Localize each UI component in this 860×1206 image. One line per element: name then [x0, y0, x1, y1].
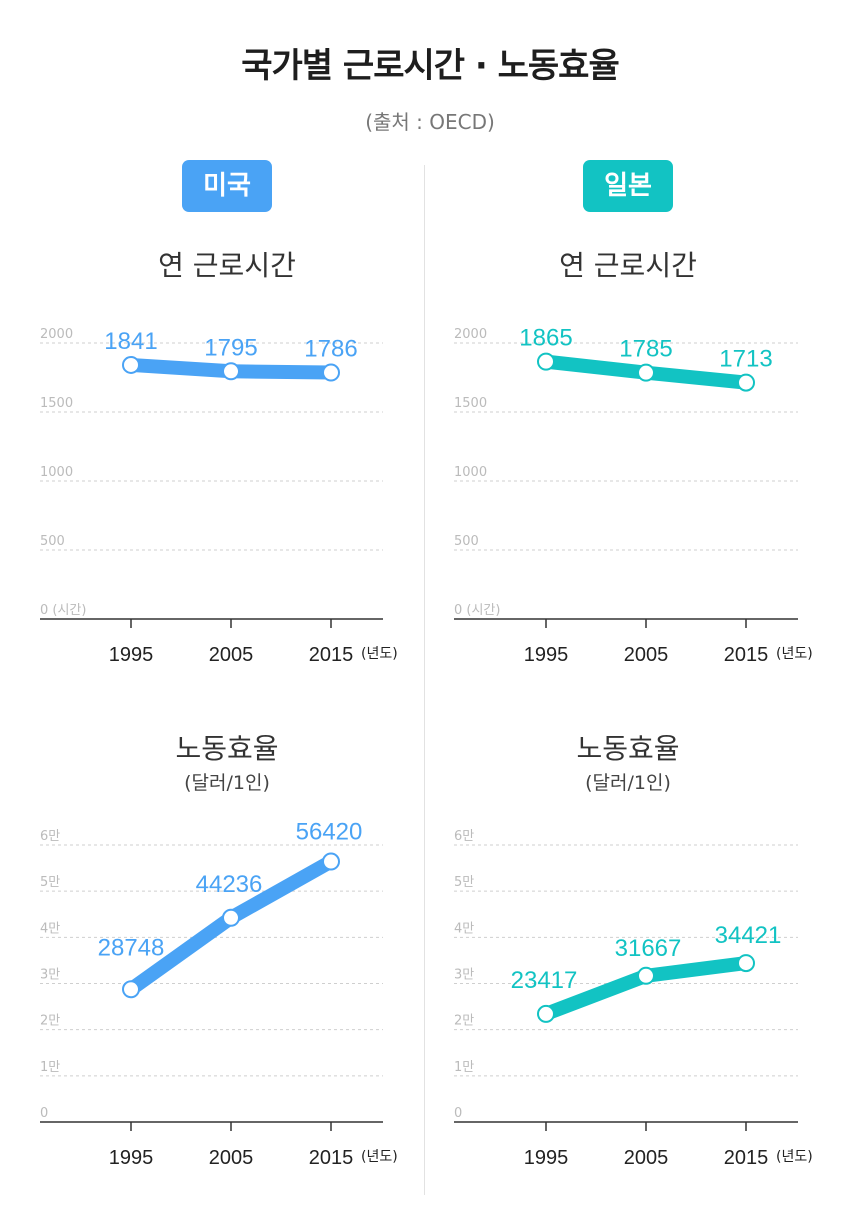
usa-efficiency-ytick-label: 3만: [40, 968, 60, 983]
japan-efficiency-ytick-label: 5만: [454, 875, 474, 890]
usa-efficiency-data-point: [122, 980, 140, 999]
usa-hours-x-unit: (년도): [361, 646, 398, 662]
usa-hours-data-point: [322, 363, 340, 382]
japan-hours-data-point: [737, 373, 755, 392]
japan-efficiency-ytick-label: 3만: [454, 968, 474, 983]
usa-hours-data-point: [122, 355, 140, 374]
japan-efficiency-ytick-label: 6만: [454, 829, 474, 844]
usa-hours-data-label: 1841: [104, 328, 157, 355]
usa-efficiency-title: 노동효율: [175, 732, 279, 765]
usa-efficiency-ytick-label: 1만: [40, 1060, 60, 1075]
usa-hours-data-point: [222, 362, 240, 381]
japan-hours-ytick-label: 1500: [454, 396, 487, 411]
japan-hours-xtick-label: 1995: [524, 644, 569, 666]
usa-hours-ytick-label: 1000: [40, 465, 73, 480]
japan-hours-data-label: 1865: [519, 325, 572, 352]
usa-efficiency-ytick-label: 2만: [40, 1014, 60, 1029]
japan-efficiency-ytick-label: 4만: [454, 921, 474, 936]
usa-efficiency-ytick-label: 5만: [40, 875, 60, 890]
japan-efficiency-title: 노동효율: [576, 732, 680, 765]
japan-hours-data-point: [637, 363, 655, 382]
japan-efficiency-data-label: 34421: [715, 922, 782, 949]
japan-hours-ytick-label: 1000: [454, 465, 487, 480]
japan-efficiency-data-point: [737, 954, 755, 973]
japan-efficiency-data-point: [637, 966, 655, 985]
japan-efficiency-data-label: 31667: [615, 935, 682, 962]
usa-efficiency-ytick-label: 0: [40, 1106, 48, 1121]
usa-hours-xtick-label: 2005: [209, 644, 254, 666]
usa-hours-xtick-label: 1995: [109, 644, 154, 666]
japan-hours-x-unit: (년도): [776, 646, 813, 662]
usa-efficiency-xtick-label: 2005: [209, 1147, 254, 1169]
japan-efficiency-xtick-label: 2015: [724, 1147, 769, 1169]
japan-efficiency-xtick-label: 2005: [624, 1147, 669, 1169]
usa-efficiency-x-unit: (년도): [361, 1149, 398, 1165]
japan-efficiency-data-point: [537, 1004, 555, 1023]
main-title: 국가별 근로시간 · 노동효율: [241, 46, 620, 86]
usa-efficiency-data-point: [222, 908, 240, 927]
source-note: (출처 : OECD): [365, 110, 495, 134]
usa-efficiency-ytick-label: 6만: [40, 829, 60, 844]
japan-efficiency-unit: (달러/1인): [585, 772, 671, 794]
japan-hours-ytick-label: 2000: [454, 327, 487, 342]
japan-hours-data-point: [537, 352, 555, 371]
usa-hours-title: 연 근로시간: [158, 249, 296, 282]
japan-hours-data-label: 1713: [719, 346, 772, 373]
japan-hours-title: 연 근로시간: [559, 249, 697, 282]
japan-hours-xtick-label: 2005: [624, 644, 669, 666]
japan-efficiency-ytick-label: 1만: [454, 1060, 474, 1075]
japan-efficiency-data-label: 23417: [511, 967, 578, 994]
usa-hours-xtick-label: 2015: [309, 644, 354, 666]
japan-hours-ytick-label: 500: [454, 534, 479, 549]
japan-efficiency-xtick-label: 1995: [524, 1147, 569, 1169]
usa-hours-ytick-label: 2000: [40, 327, 73, 342]
japan-efficiency-ytick-label: 0: [454, 1106, 462, 1121]
usa-efficiency-xtick-label: 1995: [109, 1147, 154, 1169]
japan-efficiency-ytick-label: 2만: [454, 1014, 474, 1029]
usa-efficiency-data-label: 28748: [98, 934, 165, 961]
usa-hours-data-label: 1795: [204, 334, 257, 361]
usa-hours-ytick-label: 500: [40, 534, 65, 549]
usa-efficiency-xtick-label: 2015: [309, 1147, 354, 1169]
japan-hours-xtick-label: 2015: [724, 644, 769, 666]
column-divider: [424, 165, 425, 1195]
usa-efficiency-data-point: [322, 852, 340, 871]
country-badge-japan: 일본: [583, 160, 673, 212]
japan-hours-ytick-label: 0 (시간): [454, 603, 500, 618]
japan-hours-data-label: 1785: [619, 336, 672, 363]
usa-efficiency-data-label: 56420: [296, 819, 363, 846]
usa-hours-data-label: 1786: [304, 336, 357, 363]
japan-efficiency-x-unit: (년도): [776, 1149, 813, 1165]
usa-efficiency-unit: (달러/1인): [184, 772, 270, 794]
usa-hours-ytick-label: 0 (시간): [40, 603, 86, 618]
country-badge-usa: 미국: [182, 160, 272, 212]
usa-efficiency-ytick-label: 4만: [40, 921, 60, 936]
usa-efficiency-data-label: 44236: [196, 871, 263, 898]
usa-hours-ytick-label: 1500: [40, 396, 73, 411]
